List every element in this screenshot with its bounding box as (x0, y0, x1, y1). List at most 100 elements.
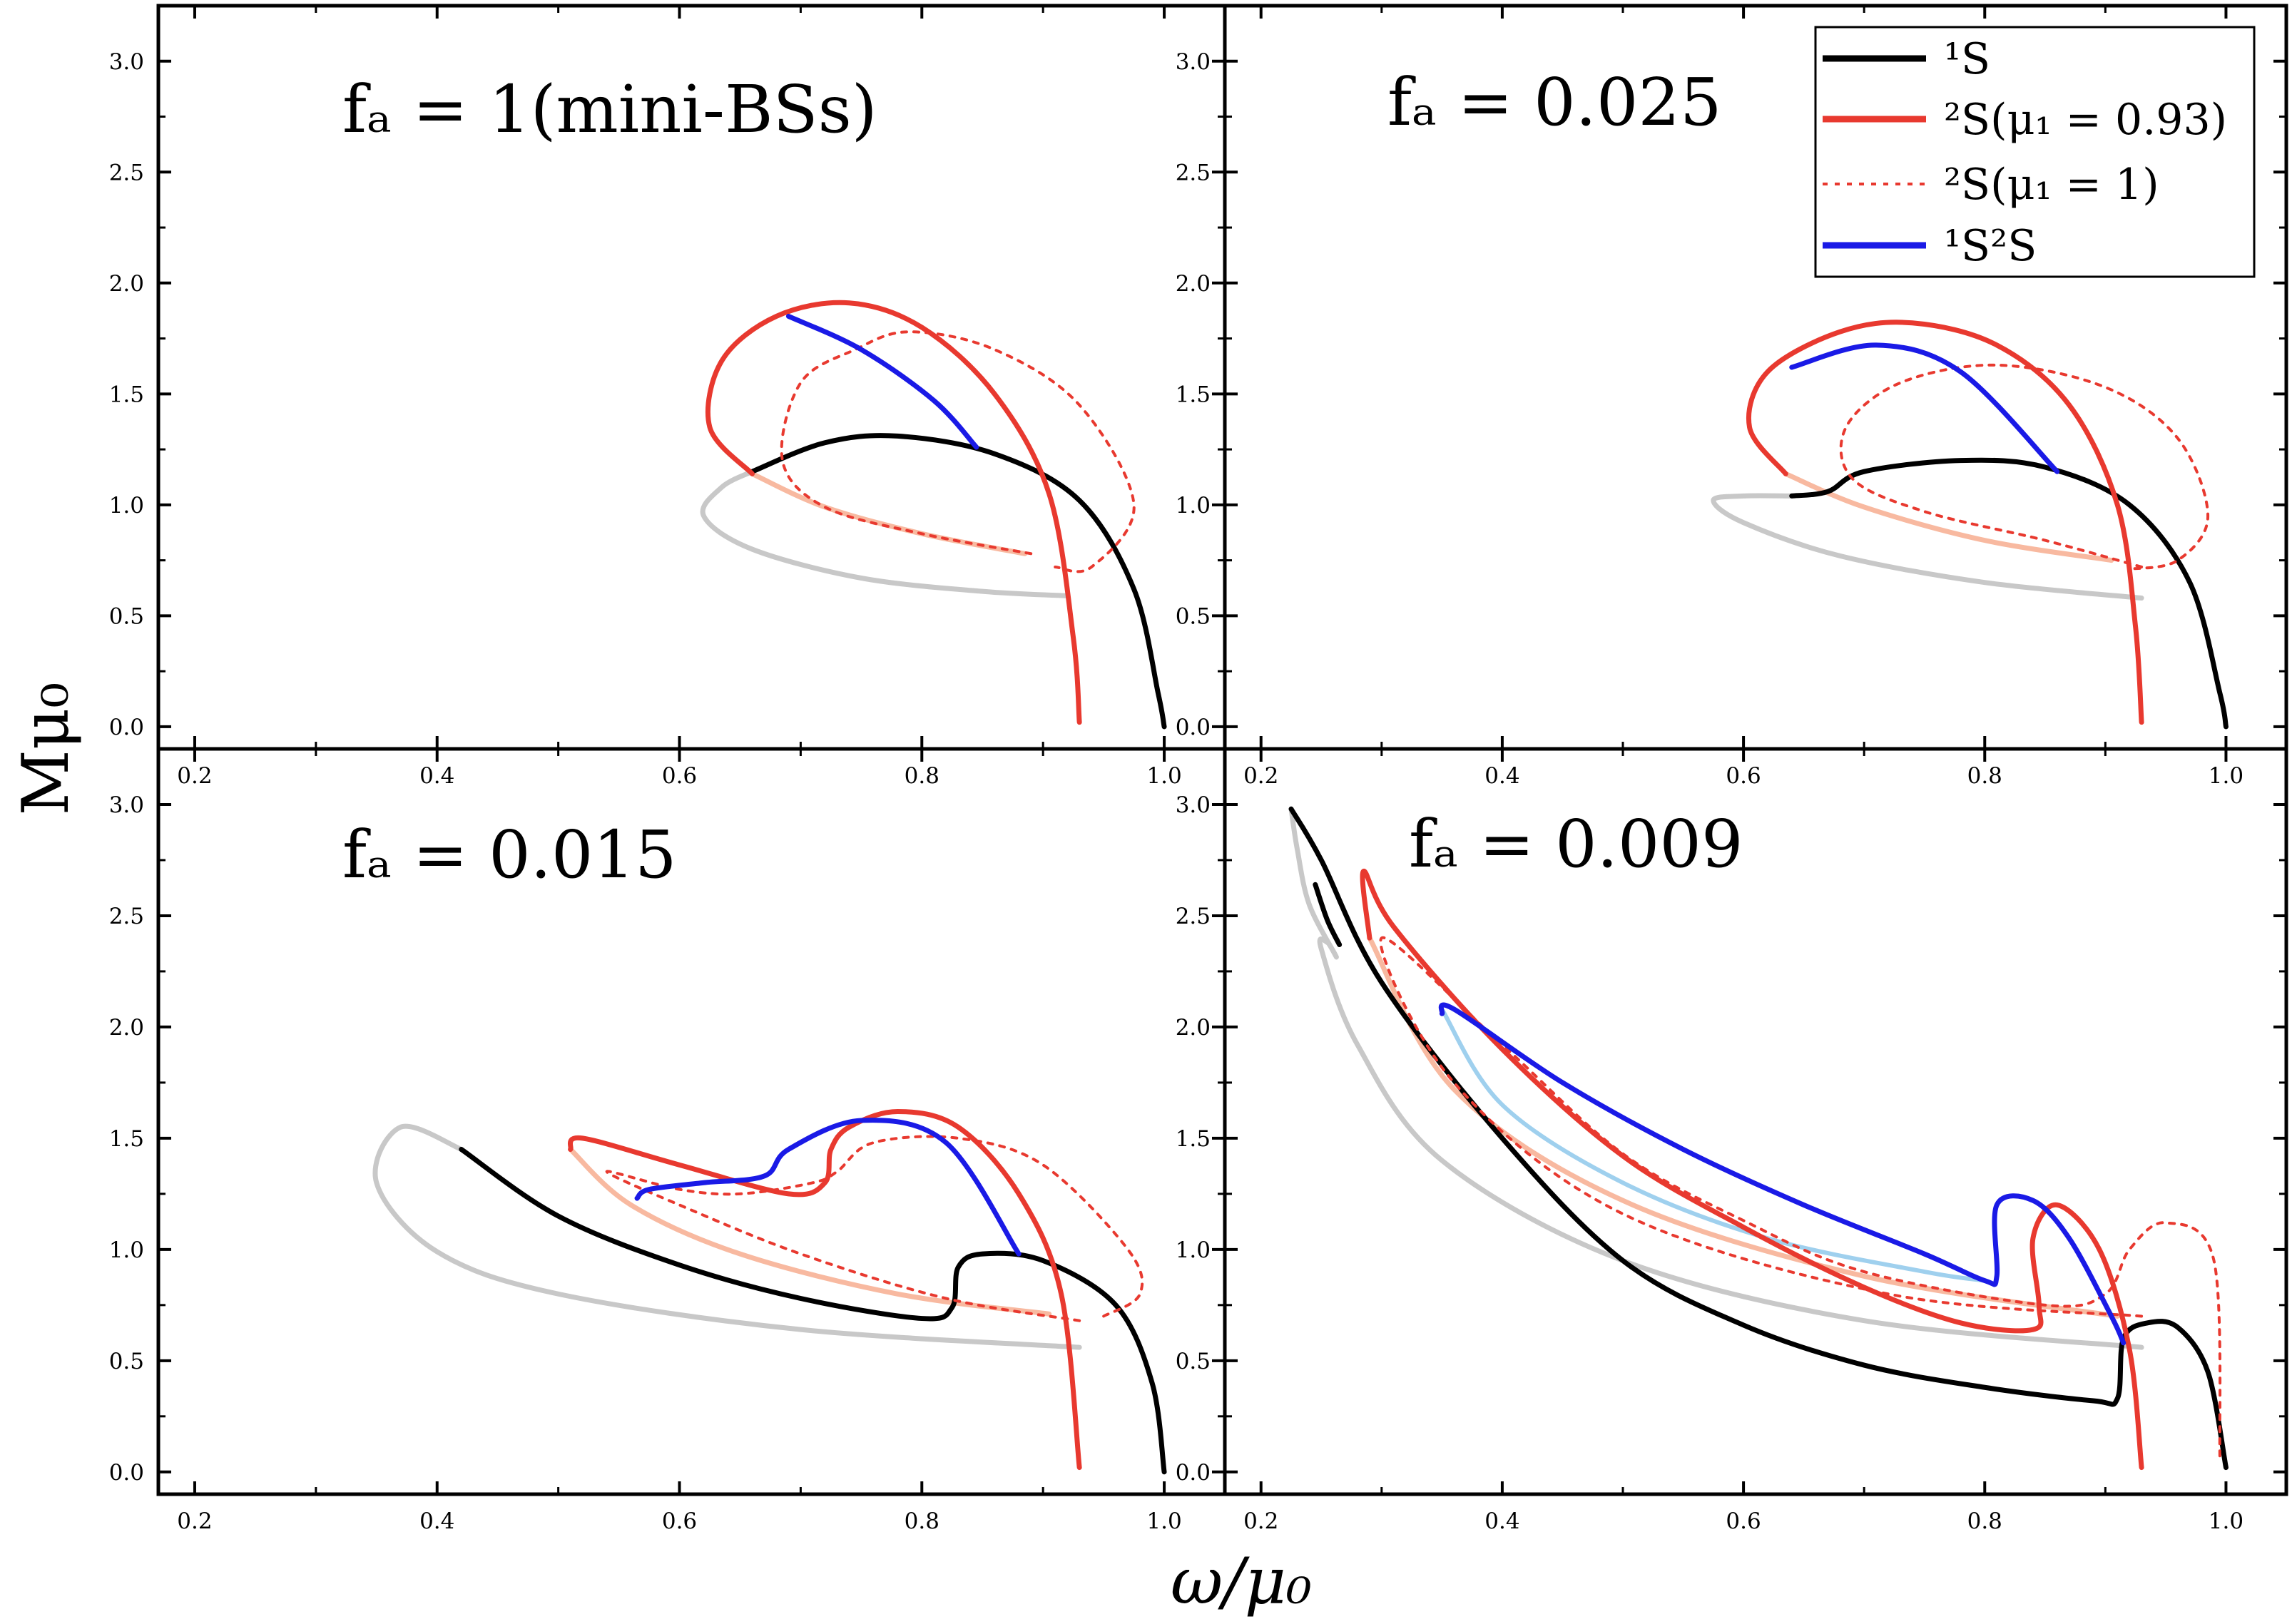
y-tick-label: 1.5 (109, 1126, 144, 1152)
series-s-0-93 (706, 300, 1082, 725)
x-tick-label: 0.6 (662, 1508, 697, 1534)
y-tick-label: 1.0 (1176, 1237, 1211, 1263)
series-s (749, 433, 1167, 730)
y-tick-label: 3.0 (109, 49, 144, 75)
panel-3-label: fₐ = 0.015 (342, 817, 677, 893)
y-tick-label: 1.5 (109, 382, 144, 407)
series-s-s-light (1440, 1006, 1987, 1283)
y-tick-label: 0.5 (109, 603, 144, 629)
x-tick-label: 0.6 (1726, 1508, 1761, 1534)
series-s-s (785, 313, 979, 450)
y-tick-label: 0.0 (109, 715, 144, 740)
series-s-0-93-unstable (749, 471, 1028, 556)
panel-2-curves (1711, 320, 2229, 730)
series-s-unstable (700, 469, 1070, 598)
series-s-1 (780, 330, 1136, 573)
panel-4-frame (1223, 747, 2288, 1496)
series-s (1789, 457, 2229, 730)
panel-1-curves (700, 300, 1167, 730)
y-tick-label: 0.5 (1176, 603, 1211, 629)
panel-1: 0.2 0.4 0.6 0.8 1.0 0.0 0.5 1.0 1.5 2.0 2.5 3.0 fₐ =… (109, 4, 1227, 789)
y-tick-label: 2.0 (1176, 271, 1211, 297)
series-s-1 (1839, 363, 2210, 571)
y-tick-label: 1.0 (109, 493, 144, 519)
x-tick-label: 0.4 (419, 763, 454, 789)
y-tick-label: 1.5 (1176, 1126, 1211, 1152)
panels: 0.2 0.4 0.6 0.8 1.0 0.0 0.5 1.0 1.5 2.0 2.5 3.0 fₐ =… (109, 4, 2288, 1534)
x-tick-label: 0.4 (1484, 1508, 1519, 1534)
y-tick-label: 1.0 (1176, 493, 1211, 519)
x-tick-label: 1.0 (2209, 763, 2243, 789)
legend-label-2s-093: ²S(μ₁ = 0.93) (1944, 95, 2227, 145)
legend: ¹S ²S(μ₁ = 0.93) ²S(μ₁ = 1) ¹S²S (1814, 26, 2256, 278)
x-tick-label: 0.4 (419, 1508, 454, 1534)
y-tick-label: 1.5 (1176, 382, 1211, 407)
panel-1-label: fₐ = 1(mini-BSs) (342, 71, 877, 148)
y-tick-label: 2.5 (109, 160, 144, 185)
y-axis-title: Mμ₀ (9, 683, 83, 816)
series-s-unstable (1711, 493, 2144, 601)
series-s-segment (1313, 882, 1343, 948)
y-tick-label: 3.0 (1176, 792, 1211, 818)
x-tick-label: 0.6 (662, 763, 697, 789)
legend-label-1s: ¹S (1944, 34, 1990, 84)
x-tick-label: 0.8 (905, 763, 939, 789)
series-s-0-93-unstable (1367, 935, 2120, 1319)
y-tick-label: 2.0 (109, 271, 144, 297)
y-tick-label: 0.0 (1176, 1460, 1211, 1486)
y-tick-label: 1.0 (109, 1237, 144, 1263)
panel-2: 0.2 0.4 0.6 0.8 1.0 0.0 0.5 1.0 1.5 2.0 2.5 3.0 fₐ =… (1176, 4, 2288, 789)
y-tick-label: 3.0 (109, 792, 144, 818)
series-s-unstable (372, 1123, 1082, 1350)
y-tick-label: 2.5 (1176, 904, 1211, 929)
y-tick-label: 0.5 (109, 1349, 144, 1374)
x-tick-label: 1.0 (1146, 763, 1181, 789)
x-tick-label: 0.2 (1243, 763, 1278, 789)
series-s-s (1438, 1002, 2127, 1346)
x-tick-label: 0.2 (177, 1508, 212, 1534)
panel-3: 0.2 0.4 0.6 0.8 1.0 0.0 0.5 1.0 1.5 2.0 2.5 3.0 fₐ =… (109, 747, 1227, 1534)
y-tick-label: 2.5 (109, 904, 144, 929)
x-tick-label: 0.2 (1243, 1508, 1278, 1534)
legend-label-1s2s: ¹S²S (1944, 221, 2037, 271)
panel-4-curves (1288, 806, 2229, 1471)
x-tick-label: 0.8 (905, 1508, 939, 1534)
y-tick-label: 0.0 (109, 1460, 144, 1486)
x-tick-label: 0.2 (177, 763, 212, 789)
series-s-s (634, 1118, 1022, 1257)
panel-4: 0.2 0.4 0.6 0.8 1.0 0.0 0.5 1.0 1.5 2.0 2.5 3.0 fₐ =… (1176, 747, 2288, 1534)
series-s-1 (605, 1135, 1144, 1322)
y-tick-label: 3.0 (1176, 49, 1211, 75)
x-tick-label: 1.0 (1146, 1508, 1181, 1534)
series-s-0-93 (1360, 869, 2144, 1471)
series-s-unstable (1288, 806, 2144, 1350)
legend-label-2s-1: ²S(μ₁ = 1) (1944, 160, 2159, 210)
series-s (1288, 806, 2229, 1471)
y-tick-label: 0.5 (1176, 1349, 1211, 1374)
y-tick-label: 0.0 (1176, 715, 1211, 740)
series-s (459, 1146, 1167, 1475)
x-tick-label: 0.6 (1726, 763, 1761, 789)
series-s-0-93 (1746, 320, 2144, 725)
x-tick-label: 0.8 (1967, 1508, 2002, 1534)
y-tick-label: 2.0 (109, 1015, 144, 1041)
x-tick-label: 1.0 (2209, 1508, 2243, 1534)
x-tick-label: 0.8 (1967, 763, 2002, 789)
series-s-0-93-unstable (568, 1146, 1052, 1317)
series-s-1 (1379, 936, 2222, 1463)
series-s-0-93 (568, 1108, 1082, 1471)
series-s-s (1789, 342, 2060, 474)
panel-1-ticks: 0.2 0.4 0.6 0.8 1.0 0.0 0.5 1.0 1.5 2.0 2.5 3.0 (109, 6, 1225, 789)
panel-4-label: fₐ = 0.009 (1409, 806, 1743, 882)
x-tick-label: 0.4 (1484, 763, 1519, 789)
y-tick-label: 2.0 (1176, 1015, 1211, 1041)
panel-3-curves (372, 1108, 1167, 1475)
panel-2-ticks: 0.2 0.4 0.6 0.8 1.0 0.0 0.5 1.0 1.5 2.0 2.5 3.0 (1176, 6, 2286, 789)
panel-2-label: fₐ = 0.025 (1387, 64, 1722, 141)
y-tick-label: 2.5 (1176, 160, 1211, 185)
x-axis-title: ω/μ₀ (1171, 1544, 1312, 1619)
panel-3-frame (156, 747, 1227, 1496)
panel-4-ticks: 0.2 0.4 0.6 0.8 1.0 0.0 0.5 1.0 1.5 2.0 2.5 3.0 (1176, 749, 2286, 1534)
legend-box (1814, 26, 2256, 278)
